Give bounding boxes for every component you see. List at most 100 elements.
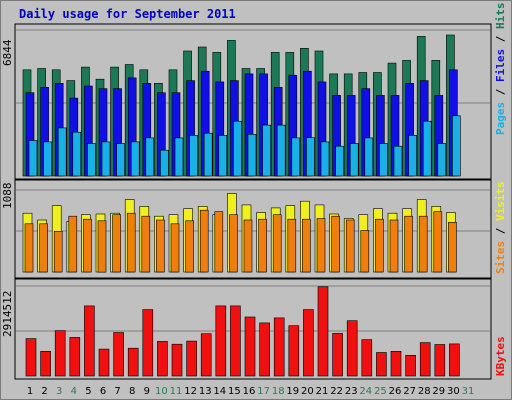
pages-bar-day-1 <box>28 140 38 177</box>
sites-bar-day-2 <box>39 223 48 273</box>
hits-panel-legend: Pages / Files / Hits <box>494 3 507 136</box>
sites-bar-day-4 <box>68 215 78 273</box>
pages-bar-day-24 <box>364 137 374 177</box>
svg-text:KBytes: KBytes <box>494 336 507 376</box>
pages-bar-day-10 <box>160 149 169 177</box>
x-tick-label: 29 <box>432 386 445 397</box>
kbytes-panel-legend: KBytes <box>494 336 507 376</box>
chart-title: Daily usage for September 2011 <box>19 7 236 21</box>
x-tick-label: 27 <box>403 386 416 397</box>
sites-bar-day-13 <box>199 209 209 273</box>
visits-panel-ytick: 1088 <box>1 183 14 210</box>
kbytes-bar-day-21 <box>317 286 329 377</box>
kbytes-bar-day-19 <box>288 325 300 377</box>
x-tick-label: 23 <box>345 386 358 397</box>
sites-bar-day-8 <box>126 212 136 273</box>
sites-bar-day-7 <box>112 214 121 273</box>
x-tick-label: 16 <box>243 386 256 397</box>
sites-bar-day-29 <box>433 211 443 273</box>
pages-bar-day-5 <box>87 143 96 177</box>
x-tick-label: 24 <box>359 386 372 397</box>
sites-bar-day-17 <box>258 218 267 273</box>
pages-bar-day-8 <box>130 141 140 177</box>
x-tick-label: 6 <box>100 386 106 397</box>
sites-bar-day-10 <box>156 219 165 273</box>
kbytes-bar-day-16 <box>244 316 256 377</box>
kbytes-bar-day-26 <box>390 350 402 377</box>
x-tick-label: 17 <box>257 386 270 397</box>
x-tick-label: 9 <box>144 386 150 397</box>
legend-visits: Visits <box>494 181 507 221</box>
sites-bar-day-6 <box>97 220 107 273</box>
kbytes-bar-day-18 <box>273 317 285 377</box>
kbytes-bar-day-14 <box>215 305 227 377</box>
sites-bar-day-3 <box>53 231 63 273</box>
kbytes-bar-day-5 <box>84 305 95 377</box>
legend-files: Files <box>494 49 507 82</box>
kbytes-bar-day-11 <box>171 343 183 377</box>
sites-bar-day-18 <box>272 214 282 273</box>
x-tick-label: 13 <box>199 386 212 397</box>
sites-bar-day-26 <box>389 219 399 273</box>
sites-bar-day-27 <box>404 215 413 273</box>
kbytes-bar-day-1 <box>25 338 37 377</box>
kbytes-bar-day-28 <box>419 342 431 377</box>
x-tick-label: 10 <box>155 386 168 397</box>
kbytes-panel-ytick: 2914512 <box>1 291 14 337</box>
x-tick-label: 25 <box>374 386 387 397</box>
pages-bar-day-28 <box>422 120 432 177</box>
pages-bar-day-21 <box>320 141 330 177</box>
x-tick-label: 5 <box>85 386 91 397</box>
kbytes-bar-day-4 <box>69 337 81 377</box>
sites-bar-day-15 <box>229 214 238 273</box>
x-tick-label: 14 <box>213 386 226 397</box>
sites-bar-day-28 <box>418 215 428 273</box>
kbytes-bar-day-7 <box>113 332 124 377</box>
pages-bar-day-3 <box>57 127 67 177</box>
pages-bar-day-17 <box>262 124 271 177</box>
x-tick-label: 21 <box>316 386 329 397</box>
sites-bar-day-24 <box>360 230 370 273</box>
svg-text:Pages / Files / Hits: Pages / Files / Hits <box>494 3 507 136</box>
pages-bar-day-30 <box>452 115 461 177</box>
sites-bar-day-22 <box>331 215 340 273</box>
sites-bar-day-14 <box>214 211 224 273</box>
sites-bar-day-1 <box>24 223 34 273</box>
x-tick-label: 30 <box>447 386 460 397</box>
pages-bar-day-18 <box>276 124 286 177</box>
pages-bar-day-19 <box>291 137 301 177</box>
legend-separator: / <box>494 221 507 241</box>
x-tick-label: 1 <box>27 386 33 397</box>
x-tick-label: 12 <box>184 386 197 397</box>
x-tick-label: 31 <box>462 386 475 397</box>
visits-panel-legend: Sites / Visits <box>494 181 507 274</box>
legend-hits: Hits <box>494 3 507 30</box>
sites-bar-day-12 <box>185 220 194 273</box>
sites-bar-day-25 <box>375 218 384 273</box>
pages-bar-day-14 <box>218 135 228 177</box>
legend-separator: / <box>494 82 507 102</box>
kbytes-bar-day-22 <box>332 333 343 377</box>
kbytes-bar-day-25 <box>376 352 387 377</box>
svg-text:Sites / Visits: Sites / Visits <box>494 181 507 274</box>
sites-bar-day-16 <box>243 219 253 273</box>
sites-bar-day-23 <box>345 219 355 273</box>
x-tick-label: 18 <box>272 386 285 397</box>
sites-bar-day-20 <box>302 218 311 273</box>
x-tick-label: 20 <box>301 386 314 397</box>
pages-bar-day-15 <box>233 120 242 177</box>
x-tick-label: 2 <box>41 386 47 397</box>
sites-bar-day-11 <box>170 223 180 273</box>
pages-bar-day-4 <box>72 131 82 177</box>
kbytes-bar-day-6 <box>98 348 110 377</box>
kbytes-bar-day-15 <box>230 305 241 377</box>
pages-bar-day-29 <box>437 143 447 177</box>
x-tick-label: 11 <box>170 386 183 397</box>
x-tick-label: 7 <box>114 386 120 397</box>
pages-bar-day-2 <box>43 141 52 177</box>
pages-bar-day-9 <box>145 137 155 177</box>
pages-bar-day-6 <box>101 141 111 177</box>
kbytes-bar-day-2 <box>40 350 51 377</box>
kbytes-bar-day-12 <box>186 340 197 377</box>
